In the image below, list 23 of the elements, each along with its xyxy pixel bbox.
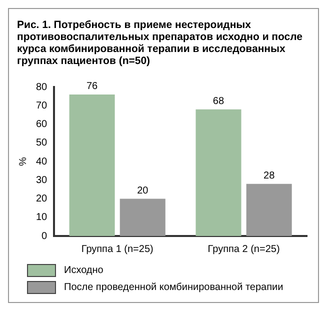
y-tick-label: 10 [36,212,48,224]
data-label: 20 [137,186,149,196]
y-axis-title: % [18,156,29,166]
y-tick-label: 60 [36,119,48,130]
bar [196,109,242,236]
y-tick-label: 80 [36,82,48,93]
x-tick-label: Группа 2 (n=25) [208,244,280,255]
y-tick-label: 20 [36,194,48,204]
data-label: 68 [212,96,224,108]
y-tick-label: 30 [36,174,48,186]
bar [246,184,292,236]
bar [120,198,166,236]
data-label: 28 [264,170,276,182]
y-tick-label: 70 [36,100,48,112]
y-tick-label: 0 [42,230,48,242]
data-label: 76 [86,81,98,92]
legend-label: Исходно [64,265,104,276]
x-tick-label: Группа 1 (n=25) [81,244,154,255]
bar [69,94,115,236]
chart-title: Рис. 1. Потребность в приеме нестероидных противовоспалительных препаратов исходно и после курса комбинированной терапии в исследованных группах пациентов (n=50) [16,19,304,67]
y-tick-label: 40 [36,156,48,168]
y-tick-label: 50 [36,138,48,149]
legend-label: После проведенной комбинированной терапии [64,282,284,293]
